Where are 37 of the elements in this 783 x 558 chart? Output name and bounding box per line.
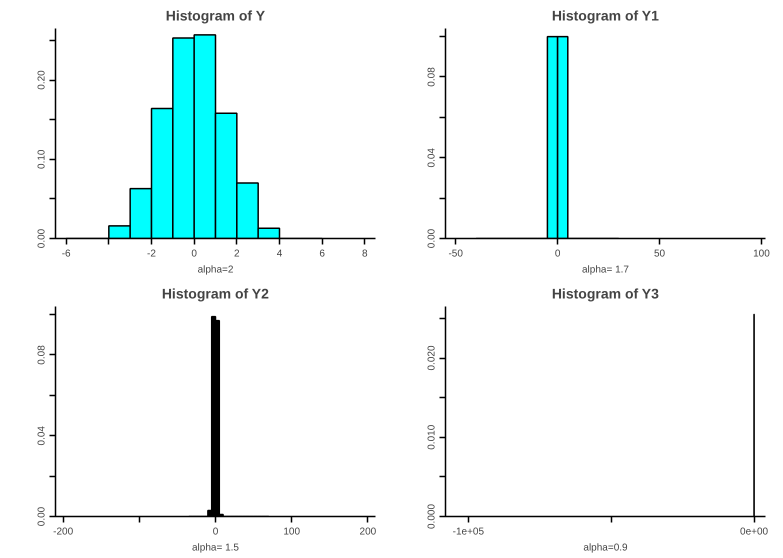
y-tick-label: 0.10 [36,149,48,169]
chart-title: Histogram of Y1 [552,8,660,24]
y-tick-label: 0.000 [426,504,438,530]
x-tick-label: 2 [234,248,240,260]
x-tick-label: 100 [283,526,300,538]
x-tick-label: -200 [53,526,74,538]
x-tick-label: 0 [212,526,219,538]
x-tick-label: 0e+00 [740,526,769,538]
x-tick-label: -1e+05 [452,526,485,538]
y-tick-label: 0.08 [36,344,48,365]
y-tick-label: 0.00 [36,228,48,248]
y-tick-label: 0.010 [426,424,438,450]
x-tick-label: -6 [62,248,72,260]
x-tick-label: 100 [753,248,770,260]
y-tick-label: 0.04 [36,426,48,446]
x-axis-title: alpha=0.9 [583,542,628,554]
y-tick-label: 0.00 [426,228,438,248]
x-axis-title: alpha=2 [198,264,234,276]
y-tick-label: 0.00 [36,506,48,526]
x-tick-label: 200 [360,526,377,538]
chart-title: Histogram of Y3 [552,286,660,302]
chart-title: Histogram of Y [166,8,266,24]
x-axis-title: alpha= 1.7 [582,264,630,276]
x-tick-label: -2 [147,248,156,260]
y-tick-label: 0.04 [426,148,438,168]
x-tick-label: 6 [319,248,326,260]
x-tick-label: -50 [448,248,464,260]
y-tick-label: 0.08 [426,66,438,87]
x-axis-title: alpha= 1.5 [192,542,240,554]
x-tick-label: 4 [276,248,283,260]
x-tick-label: 0 [554,248,561,260]
x-tick-label: 0 [191,248,198,260]
x-tick-label: 8 [362,248,368,260]
y-tick-label: 0.020 [426,345,438,371]
x-tick-label: 50 [654,248,666,260]
chart-title: Histogram of Y2 [162,286,270,302]
y-tick-label: 0.20 [36,70,48,90]
